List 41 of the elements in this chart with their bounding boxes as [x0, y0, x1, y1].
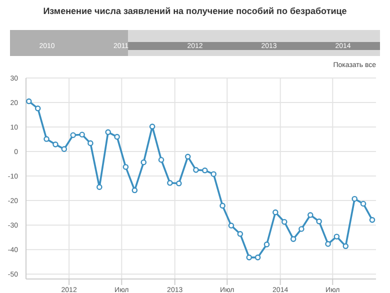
point	[158, 156, 164, 163]
point	[246, 254, 252, 260]
point	[132, 187, 138, 194]
point	[176, 180, 182, 186]
point	[290, 236, 296, 242]
point	[184, 154, 191, 160]
point	[96, 184, 102, 190]
point	[61, 146, 68, 152]
point	[44, 136, 50, 142]
point	[360, 200, 366, 207]
point	[70, 132, 76, 138]
point	[88, 140, 94, 146]
point	[210, 171, 216, 177]
point	[272, 209, 278, 216]
point	[316, 218, 322, 224]
point	[202, 168, 208, 174]
point	[122, 164, 129, 170]
point	[298, 226, 304, 232]
point	[34, 105, 41, 112]
point	[140, 159, 147, 166]
point	[193, 167, 199, 173]
point	[26, 98, 32, 104]
point	[52, 142, 58, 148]
point	[369, 217, 376, 223]
point	[237, 231, 244, 237]
point	[228, 222, 234, 228]
point	[325, 241, 331, 247]
point	[254, 254, 261, 260]
point	[167, 180, 173, 186]
point	[264, 242, 270, 248]
point	[114, 134, 120, 140]
point	[352, 196, 358, 202]
point	[307, 212, 314, 218]
point	[79, 132, 85, 138]
point	[342, 243, 349, 250]
point	[281, 218, 288, 225]
point	[220, 202, 226, 209]
point	[105, 129, 111, 136]
point	[334, 234, 340, 240]
point	[149, 124, 156, 130]
chart-title: Изменение числа заявлений на получение пособий по безработице	[42, 6, 348, 16]
